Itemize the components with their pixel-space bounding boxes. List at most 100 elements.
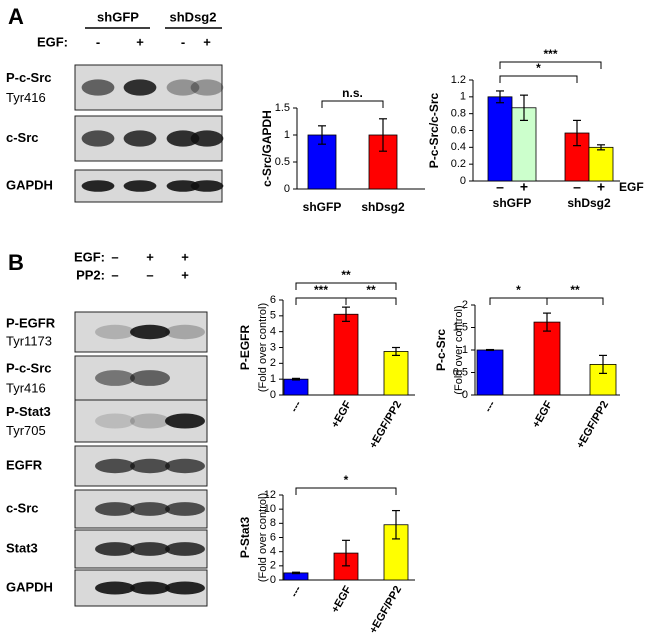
significance-bracket bbox=[345, 297, 397, 305]
significance-bracket bbox=[295, 282, 397, 290]
x-tick-label: – bbox=[573, 179, 581, 195]
x-note: EGF bbox=[619, 180, 644, 194]
significance-bracket bbox=[321, 100, 384, 108]
blot-band bbox=[166, 180, 200, 192]
lane-sign: - bbox=[96, 34, 100, 49]
y-axis-label: P-Stat3 bbox=[238, 517, 252, 559]
significance-bracket bbox=[499, 61, 602, 69]
blot-band bbox=[130, 324, 170, 340]
y-tick-label: 1.2 bbox=[451, 74, 466, 86]
blot-band bbox=[81, 79, 115, 96]
y-tick-label: 4 bbox=[270, 546, 276, 558]
lane-sign: + bbox=[146, 249, 154, 264]
significance-bracket bbox=[546, 297, 604, 305]
blot-band bbox=[130, 370, 170, 386]
significance-label: * bbox=[344, 473, 349, 487]
blot-label: Stat3 bbox=[6, 540, 38, 555]
lane-sign: – bbox=[111, 267, 118, 282]
y-tick-label: 0.6 bbox=[451, 124, 466, 136]
x-tick-label: shDsg2 bbox=[361, 200, 405, 214]
blot-sublabel: Tyr416 bbox=[6, 90, 46, 105]
blot-band bbox=[190, 180, 224, 192]
blot-sublabel: Tyr705 bbox=[6, 423, 46, 438]
blot-band bbox=[165, 324, 205, 340]
x-tick-label: --- bbox=[288, 399, 304, 415]
blot-label: P-c-Src bbox=[6, 361, 52, 376]
blot-band bbox=[130, 413, 170, 429]
y-tick-label: 2 bbox=[462, 299, 468, 311]
x-tick-label: + bbox=[520, 179, 528, 195]
blot-band bbox=[165, 458, 205, 474]
blot-band bbox=[95, 370, 135, 386]
blot-band bbox=[123, 79, 157, 96]
y-tick-label: 10 bbox=[264, 503, 276, 515]
treatment-label: EGF: bbox=[74, 249, 105, 264]
bar bbox=[487, 96, 513, 182]
x-tick-label: +EGF bbox=[329, 584, 354, 615]
blot-label: EGFR bbox=[6, 457, 43, 472]
y-tick-label: 6 bbox=[270, 294, 276, 306]
y-tick-label: 0 bbox=[270, 389, 276, 401]
y-tick-label: 0.5 bbox=[453, 366, 468, 378]
y-tick-label: 0.5 bbox=[275, 156, 290, 168]
x-tick-label: +EGF bbox=[530, 399, 555, 430]
lane-sign: + bbox=[181, 267, 189, 282]
blot-band bbox=[95, 581, 135, 595]
bar bbox=[476, 349, 504, 396]
y-tick-label: 12 bbox=[264, 489, 276, 501]
y-tick-label: 2 bbox=[270, 357, 276, 369]
blot-band bbox=[123, 180, 157, 192]
y-axis-label: P-EGFR bbox=[238, 325, 252, 371]
y-tick-label: 8 bbox=[270, 517, 276, 529]
treatment-label: EGF: bbox=[37, 34, 68, 49]
bar bbox=[333, 313, 359, 396]
blot-band bbox=[165, 581, 205, 595]
significance-bracket bbox=[489, 297, 548, 305]
panel-letter: A bbox=[8, 4, 24, 29]
significance-label: *** bbox=[543, 47, 557, 61]
y-tick-label: 2 bbox=[270, 560, 276, 572]
group-label: shDsg2 bbox=[567, 196, 611, 210]
significance-bracket bbox=[295, 487, 397, 495]
significance-bracket bbox=[499, 75, 578, 83]
treatment-label: PP2: bbox=[76, 267, 105, 282]
lane-sign: – bbox=[146, 267, 153, 282]
x-tick-label: +EGF/PP2 bbox=[367, 584, 404, 636]
blot-label: GAPDH bbox=[6, 579, 53, 594]
lane-sign: + bbox=[136, 34, 144, 49]
x-tick-label: +EGF/PP2 bbox=[367, 399, 404, 451]
blot-band bbox=[81, 130, 115, 147]
blot-band bbox=[166, 79, 200, 96]
significance-label: * bbox=[516, 283, 521, 297]
blot-band bbox=[190, 79, 224, 96]
y-axis-label: P-c-Src bbox=[434, 329, 448, 371]
y-tick-label: 0 bbox=[462, 389, 468, 401]
x-tick-label: – bbox=[496, 179, 504, 195]
y-tick-label: 0 bbox=[270, 574, 276, 586]
y-tick-label: 5 bbox=[270, 310, 276, 322]
y-tick-label: 0.2 bbox=[451, 158, 466, 170]
y-tick-label: 1 bbox=[462, 344, 468, 356]
blot-band bbox=[130, 458, 170, 474]
y-axis-label: c-Src/GAPDH bbox=[260, 110, 274, 187]
blot-band bbox=[95, 502, 135, 516]
blot-band bbox=[81, 180, 115, 192]
blot-label: P-c-Src bbox=[6, 70, 52, 85]
blot-band bbox=[165, 542, 205, 556]
blot-band bbox=[130, 542, 170, 556]
y-tick-label: 0 bbox=[284, 183, 290, 195]
blot-label: c-Src bbox=[6, 130, 39, 145]
y-tick-label: 1 bbox=[284, 129, 290, 141]
bar bbox=[383, 351, 409, 396]
blot-label: GAPDH bbox=[6, 177, 53, 192]
significance-label: * bbox=[536, 61, 541, 75]
lane-sign: + bbox=[181, 249, 189, 264]
y-axis-sublabel: (Fold over control) bbox=[257, 493, 269, 582]
significance-label: ** bbox=[341, 268, 351, 282]
bar bbox=[533, 321, 561, 396]
blot-band bbox=[95, 458, 135, 474]
panel-letter: B bbox=[8, 250, 24, 275]
blot-band bbox=[95, 324, 135, 340]
y-tick-label: 1 bbox=[460, 91, 466, 103]
